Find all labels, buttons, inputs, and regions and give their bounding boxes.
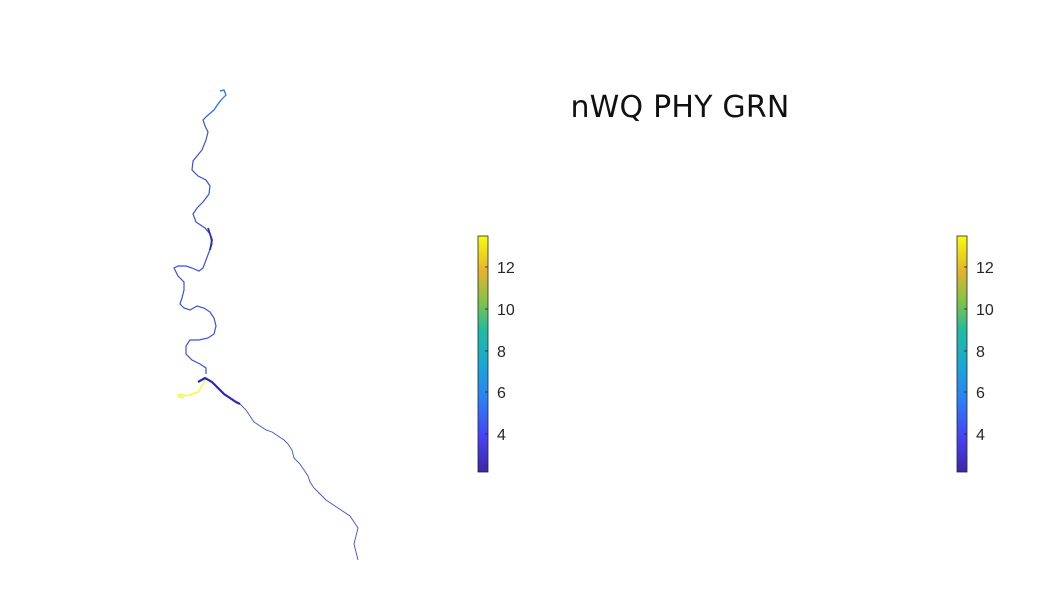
map-canvas-right: 4 6 8 10 12: [956, 235, 994, 473]
colorbar-tick-label: 6: [976, 385, 985, 402]
colorbar-tick-label: 4: [976, 427, 985, 444]
river-upper: [173, 89, 227, 374]
river-upper-highlight: [207, 227, 213, 251]
river-lower: [239, 403, 359, 561]
colorbar-tick-label: 4: [497, 427, 506, 444]
colorbar-tick-label: 8: [976, 344, 985, 361]
colorbar-tick-label: 6: [497, 385, 506, 402]
map-panel-right: 4 6 8 10 12: [531, 0, 1062, 591]
colorbar-ticks-right: [964, 266, 967, 435]
colorbar-left: [477, 235, 489, 473]
river-upper-top: [206, 89, 227, 117]
map-canvas-left: 4 6 8 10 12: [173, 89, 515, 561]
colorbar-right: [956, 235, 968, 473]
colorbar-ticks-left: [485, 266, 488, 435]
colorbar-tick-label: 8: [497, 344, 506, 361]
colorbar-tick-label: 10: [976, 302, 994, 319]
colorbar-tick-label: 12: [497, 260, 515, 277]
figure-title: nWQ PHY GRN: [570, 90, 790, 125]
river-confluence: [197, 376, 241, 405]
map-panel-left: 4 6 8 10 12: [0, 0, 531, 591]
tributary: [176, 379, 206, 399]
colorbar-tick-label: 10: [497, 302, 515, 319]
colorbar-tick-label: 12: [976, 260, 994, 277]
